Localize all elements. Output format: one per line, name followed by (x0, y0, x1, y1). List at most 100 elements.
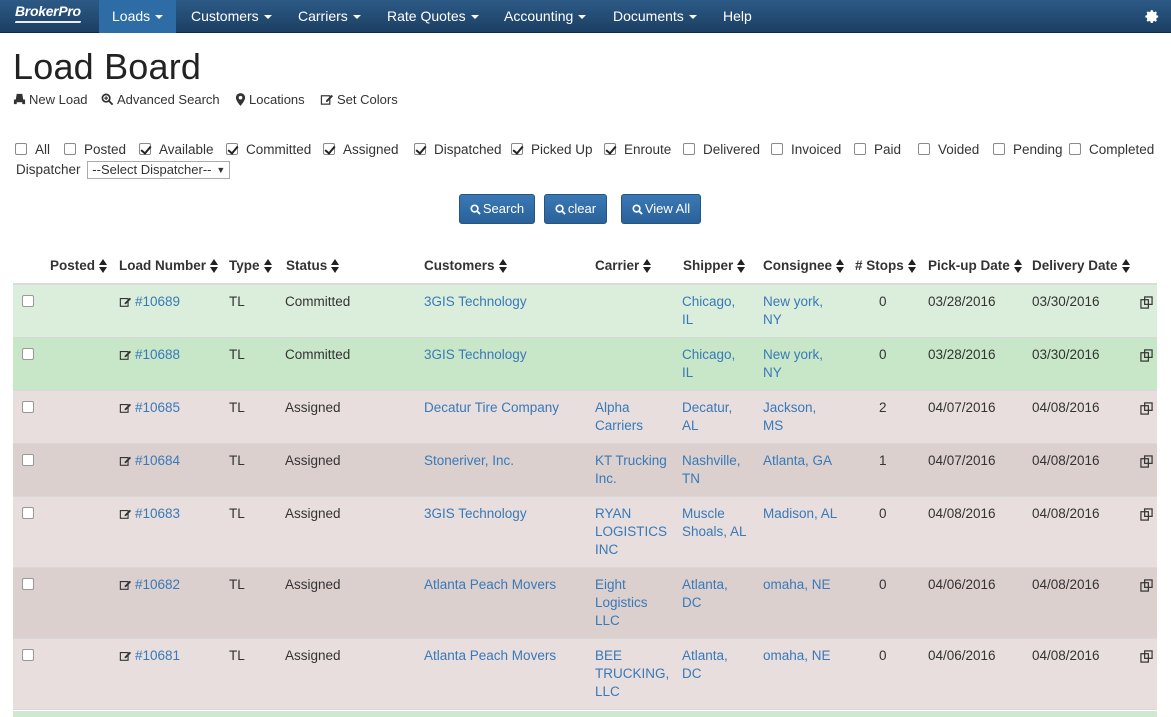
consignee-link[interactable]: Madison, AL (763, 505, 837, 523)
edit-icon[interactable] (119, 455, 132, 467)
filter-paid[interactable]: Paid (854, 142, 901, 157)
edit-icon[interactable] (119, 650, 132, 662)
row-select-checkbox[interactable] (22, 578, 34, 590)
filter-checkbox[interactable] (683, 143, 695, 155)
clear-button[interactable]: clear (544, 194, 607, 224)
filter-assigned[interactable]: Assigned (323, 142, 399, 157)
nav-accounting[interactable]: Accounting (491, 0, 599, 33)
row-select-checkbox[interactable] (22, 348, 34, 360)
filter-enroute[interactable]: Enroute (604, 142, 671, 157)
shipper-link[interactable]: Atlanta, DC (682, 576, 728, 612)
customer-link[interactable]: Decatur Tire Company (424, 400, 560, 415)
shipper-link[interactable]: Muscle Shoals, AL (682, 505, 747, 541)
filter-checkbox[interactable] (993, 143, 1005, 155)
dispatcher-select[interactable]: --Select Dispatcher-- (87, 161, 231, 179)
filter-all[interactable]: All (15, 142, 50, 157)
filter-voided[interactable]: Voided (918, 142, 979, 157)
shipper-link[interactable]: Chicago, IL (682, 346, 735, 382)
nav-documents[interactable]: Documents (600, 0, 710, 33)
carrier-link[interactable]: KT Trucking Inc. (595, 452, 667, 488)
edit-icon[interactable] (119, 296, 132, 308)
filter-checkbox[interactable] (414, 143, 426, 155)
shipper-link[interactable]: Nashville, TN (682, 452, 741, 488)
nav-carriers[interactable]: Carriers (285, 0, 374, 33)
customer-link[interactable]: Atlanta Peach Movers (424, 648, 557, 663)
edit-icon[interactable] (119, 349, 132, 361)
view-all-button[interactable]: View All (621, 194, 701, 224)
filter-checkbox[interactable] (226, 143, 238, 155)
load-number-link[interactable]: #10684 (135, 453, 181, 468)
advanced-search-link[interactable]: Advanced Search (101, 92, 220, 107)
carrier-link[interactable]: RYAN LOGISTICS INC (595, 505, 667, 559)
row-select-checkbox[interactable] (22, 649, 34, 661)
shipper-link[interactable]: Atlanta, DC (682, 647, 728, 683)
filter-checkbox[interactable] (604, 143, 616, 155)
row-select-checkbox[interactable] (22, 454, 34, 466)
load-number-link[interactable]: #10682 (135, 577, 181, 592)
column-header-posted[interactable]: Posted (50, 258, 108, 273)
copy-icon[interactable] (1140, 296, 1153, 309)
filter-checkbox[interactable] (64, 143, 76, 155)
shipper-link[interactable]: Chicago, IL (682, 293, 735, 329)
carrier-link[interactable]: Alpha Carriers (595, 399, 643, 435)
column-header-stops[interactable]: # Stops (855, 258, 917, 273)
brand-logo[interactable]: BrokerPro (15, 3, 81, 19)
shipper-link[interactable]: Decatur, AL (682, 399, 732, 435)
column-header-pick-up-date[interactable]: Pick-up Date (928, 258, 1023, 273)
filter-checkbox[interactable] (1069, 143, 1081, 155)
filter-picked-up[interactable]: Picked Up (511, 142, 593, 157)
load-number-link[interactable]: #10689 (135, 294, 181, 309)
edit-icon[interactable] (119, 579, 132, 591)
filter-checkbox[interactable] (323, 143, 335, 155)
copy-icon[interactable] (1140, 579, 1153, 592)
locations-link[interactable]: Locations (235, 92, 305, 107)
consignee-link[interactable]: Jackson, MS (763, 399, 816, 435)
carrier-link[interactable]: Eight Logistics LLC (595, 576, 648, 630)
column-header-shipper[interactable]: Shipper (683, 258, 746, 273)
column-header-load-number[interactable]: Load Number (119, 258, 219, 273)
edit-icon[interactable] (119, 508, 132, 520)
consignee-link[interactable]: New york, NY (763, 293, 823, 329)
consignee-link[interactable]: omaha, NE (763, 647, 831, 665)
filter-invoiced[interactable]: Invoiced (771, 142, 841, 157)
row-select-checkbox[interactable] (22, 507, 34, 519)
column-header-delivery-date[interactable]: Delivery Date (1032, 258, 1131, 273)
copy-icon[interactable] (1140, 402, 1153, 415)
filter-checkbox[interactable] (511, 143, 523, 155)
filter-pending[interactable]: Pending (993, 142, 1063, 157)
filter-completed[interactable]: Completed (1069, 142, 1154, 157)
filter-checkbox[interactable] (771, 143, 783, 155)
load-number-link[interactable]: #10688 (135, 347, 181, 362)
nav-loads[interactable]: Loads (99, 0, 177, 33)
filter-posted[interactable]: Posted (64, 142, 126, 157)
column-header-consignee[interactable]: Consignee (763, 258, 845, 273)
consignee-link[interactable]: Atlanta, GA (763, 452, 832, 470)
new-load-link[interactable]: New Load (13, 92, 88, 107)
carrier-link[interactable]: BEE TRUCKING, LLC (595, 647, 669, 701)
consignee-link[interactable]: omaha, NE (763, 576, 831, 594)
copy-icon[interactable] (1140, 455, 1153, 468)
load-number-link[interactable]: #10681 (135, 648, 181, 663)
filter-dispatched[interactable]: Dispatched (414, 142, 502, 157)
edit-icon[interactable] (119, 402, 132, 414)
consignee-link[interactable]: New york, NY (763, 346, 823, 382)
copy-icon[interactable] (1140, 650, 1153, 663)
filter-committed[interactable]: Committed (226, 142, 311, 157)
customer-link[interactable]: 3GIS Technology (424, 347, 527, 362)
customer-link[interactable]: 3GIS Technology (424, 506, 527, 521)
load-number-link[interactable]: #10683 (135, 506, 181, 521)
load-number-link[interactable]: #10685 (135, 400, 181, 415)
filter-available[interactable]: Available (139, 142, 214, 157)
search-button[interactable]: Search (459, 194, 535, 224)
filter-checkbox[interactable] (854, 143, 866, 155)
customer-link[interactable]: Atlanta Peach Movers (424, 577, 557, 592)
nav-customers[interactable]: Customers (178, 0, 285, 33)
column-header-status[interactable]: Status (286, 258, 340, 273)
copy-icon[interactable] (1140, 349, 1153, 362)
filter-checkbox[interactable] (918, 143, 930, 155)
gear-icon[interactable] (1143, 8, 1160, 25)
customer-link[interactable]: Stoneriver, Inc. (424, 453, 515, 468)
set-colors-link[interactable]: Set Colors (320, 92, 398, 107)
row-select-checkbox[interactable] (22, 401, 34, 413)
copy-icon[interactable] (1140, 508, 1153, 521)
